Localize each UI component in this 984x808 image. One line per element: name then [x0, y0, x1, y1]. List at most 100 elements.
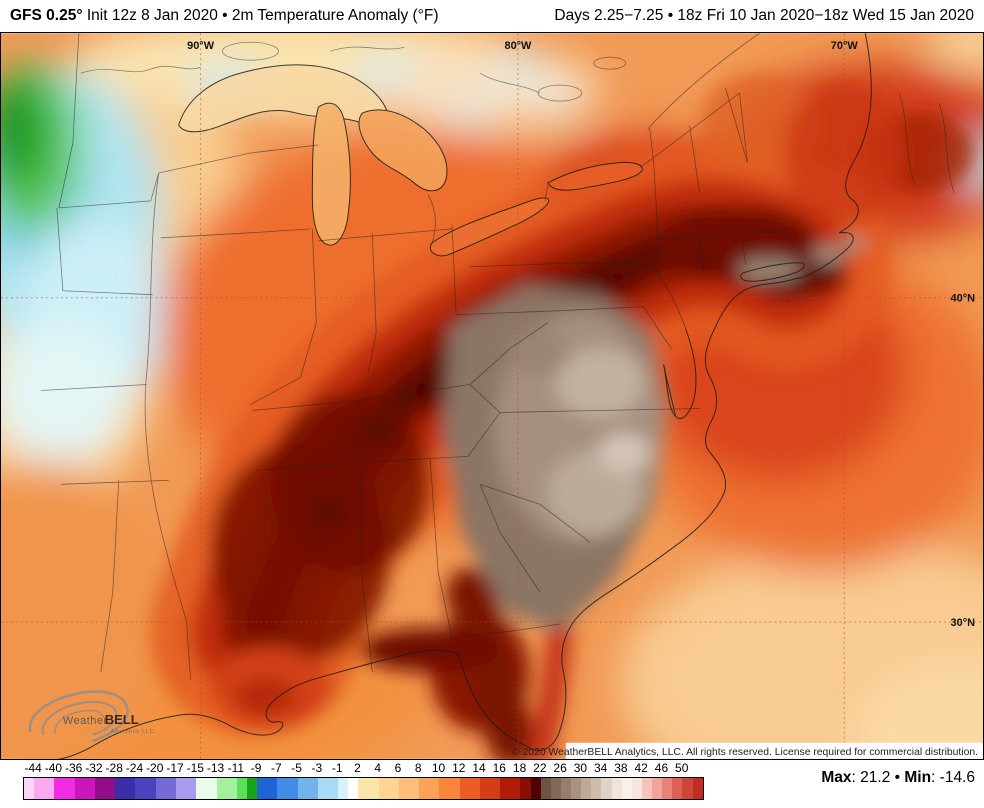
colorbar-tick-label: 16 — [492, 761, 506, 775]
colorbar — [23, 777, 704, 800]
colorbar-tick-label: -17 — [166, 761, 184, 775]
lon-label-80w: 80°W — [504, 40, 532, 52]
colorbar-band — [317, 778, 339, 799]
coastline — [52, 33, 872, 761]
colorbar-tick-label: -28 — [105, 761, 123, 775]
colorbar-tick-label: 30 — [573, 761, 588, 775]
logo-text-weather: Weather — [63, 715, 108, 727]
header-bar: GFS 0.25° Init 12z 8 Jan 2020 • 2m Tempe… — [0, 0, 984, 32]
colorbar-tick-label: 18 — [512, 761, 527, 775]
colorbar-tick-label: 12 — [452, 761, 466, 775]
map-panel: 90°W 80°W 70°W 40°N 30°N Weather BELL An… — [0, 13, 984, 808]
stats-bullet: • — [890, 769, 905, 786]
weatherbell-logo: Weather BELL Analytics LLC — [28, 690, 154, 743]
valid-range: Days 2.25−7.25 • 18z Fri 10 Jan 2020−18z… — [554, 7, 974, 24]
lon-label-90w: 90°W — [187, 40, 215, 52]
colorbar-band — [155, 778, 176, 799]
max-value: : 21.2 — [851, 769, 891, 786]
colorbar-band — [398, 778, 420, 799]
colorbar-band — [74, 778, 95, 799]
lake-ontario — [547, 162, 643, 191]
colorbar-band — [581, 778, 592, 799]
lat-label-30n: 30°N — [951, 617, 976, 629]
colorbar-band — [338, 778, 349, 799]
colorbar-band — [358, 778, 379, 799]
max-label: Max — [821, 769, 852, 786]
colorbar-tick-label: 14 — [472, 761, 486, 775]
colorbar-tick-label: 6 — [394, 761, 402, 775]
great-lakes — [178, 64, 643, 257]
colorbar-band — [439, 778, 460, 799]
lake-huron — [358, 109, 448, 192]
colorbar-tick-label: 8 — [414, 761, 422, 775]
colorbar-tick-label: 4 — [374, 761, 382, 775]
colorbar-band — [652, 778, 663, 799]
product-title: Init 12z 8 Jan 2020 • 2m Temperature Ano… — [82, 7, 439, 24]
logo-text-bell: BELL — [105, 712, 139, 727]
colorbar-band — [662, 778, 673, 799]
logo-swirl-icon — [28, 690, 129, 743]
colorbar-tick-labels: -44 -40 -36 -32 -28 -24 -20 -17 -15 -13 -11 -9 -7 -5-… — [23, 761, 702, 775]
colorbar-tick-label: 46 — [654, 761, 669, 775]
colorbar-band — [479, 778, 501, 799]
colorbar-tick-label: 22 — [533, 761, 547, 775]
colorbar-band — [236, 778, 247, 799]
colorbar-band — [419, 778, 440, 799]
colorbar-tick-label: 42 — [634, 761, 648, 775]
colorbar-band — [692, 778, 703, 799]
colorbar-tick-label: 26 — [553, 761, 567, 775]
state-borders — [40, 32, 792, 680]
colorbar-band — [571, 778, 582, 799]
colorbar-band — [34, 778, 55, 799]
colorbar-band — [54, 778, 75, 799]
lake-michigan — [311, 102, 351, 246]
colorbar-band — [378, 778, 399, 799]
min-label: Min — [904, 769, 932, 786]
lon-label-70w: 70°W — [831, 40, 859, 52]
colorbar-band — [135, 778, 156, 799]
colorbar-tick-label: -40 — [44, 761, 63, 775]
anomaly-map: 90°W 80°W 70°W 40°N 30°N Weather BELL An… — [0, 13, 984, 808]
colorbar-tick-label: -7 — [271, 761, 282, 775]
canada-lakes-outlines — [80, 41, 955, 194]
colorbar-tick-label: -11 — [227, 761, 245, 775]
colorbar-tick-label: -32 — [85, 761, 103, 775]
colorbar-band — [175, 778, 197, 799]
colorbar-tick-label: -1 — [331, 761, 343, 775]
run-title: GFS 0.25° Init 12z 8 Jan 2020 • 2m Tempe… — [10, 7, 439, 25]
colorbar-band — [540, 778, 551, 799]
colorbar-band — [196, 778, 217, 799]
colorbar-band — [459, 778, 480, 799]
colorbar-band — [520, 778, 531, 799]
colorbar-band — [611, 778, 622, 799]
grid-labels: 90°W 80°W 70°W 40°N 30°N — [187, 40, 975, 629]
colorbar-band — [550, 778, 561, 799]
lat-label-40n: 40°N — [951, 293, 976, 305]
colorbar-tick-label: -24 — [125, 761, 144, 775]
colorbar-band — [682, 778, 693, 799]
colorbar-band — [277, 778, 298, 799]
colorbar-tick-label: -13 — [206, 761, 225, 775]
colorbar-tick-label: 34 — [593, 761, 608, 775]
colorbar-band — [257, 778, 278, 799]
colorbar-tick-label: -36 — [64, 761, 83, 775]
model-name: GFS 0.25° — [10, 7, 83, 24]
lake-erie — [429, 197, 550, 257]
colorbar-band — [297, 778, 318, 799]
colorbar-tick-label: -5 — [291, 761, 302, 775]
copyright-strip: © 2020 WeatherBELL Analytics, LLC. All r… — [512, 742, 983, 759]
colorbar-band — [672, 778, 683, 799]
colorbar-band — [560, 778, 572, 799]
colorbar-band — [115, 778, 136, 799]
colorbar-tick-label: -20 — [146, 761, 164, 775]
copyright-text: © 2020 WeatherBELL Analytics, LLC. All r… — [512, 747, 978, 758]
colorbar-tick-label: 50 — [675, 761, 689, 775]
colorbar-band — [631, 778, 642, 799]
colorbar-band — [591, 778, 602, 799]
colorbar-band — [24, 778, 35, 799]
colorbar-band — [601, 778, 612, 799]
min-value: : -14.6 — [931, 769, 975, 786]
max-min-stats: Max: 21.2 • Min: -14.6 — [821, 769, 975, 787]
colorbar-tick-label: -44 — [24, 761, 42, 775]
